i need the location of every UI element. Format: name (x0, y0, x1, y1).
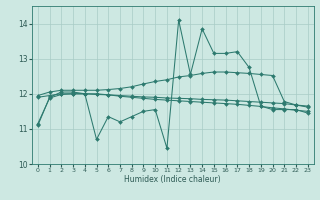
X-axis label: Humidex (Indice chaleur): Humidex (Indice chaleur) (124, 175, 221, 184)
